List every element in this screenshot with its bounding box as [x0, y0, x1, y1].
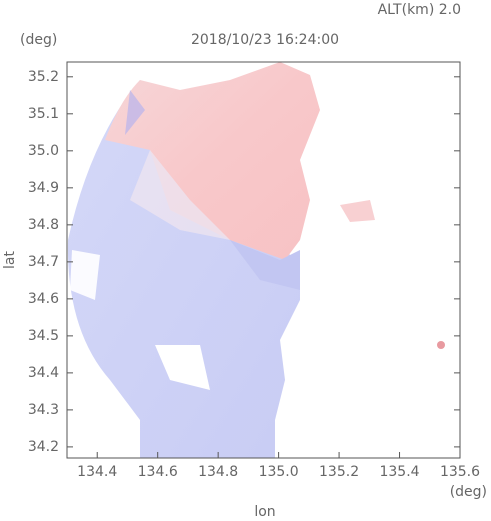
y-tick-label: 35.0	[28, 143, 59, 159]
x-tick-label: 134.6	[138, 464, 178, 480]
y-tick-label: 34.7	[28, 254, 59, 270]
x-unit: (deg)	[450, 484, 487, 500]
x-tick-label: 135.4	[379, 464, 419, 480]
y-tick-label: 34.8	[28, 217, 59, 233]
y-tick-label: 34.3	[28, 402, 59, 418]
y-unit: (deg)	[20, 32, 57, 48]
plot-frame	[66, 61, 461, 459]
x-tick-label: 134.8	[198, 464, 238, 480]
y-tick-label: 34.2	[28, 439, 59, 455]
x-tick-label: 135.6	[440, 464, 480, 480]
x-axis-label: lon	[254, 504, 275, 520]
y-tick-label: 35.2	[28, 69, 59, 85]
y-tick-label: 34.4	[28, 365, 59, 381]
subtitle: ALT(km) 2.0	[378, 2, 461, 18]
y-axis-label: lat	[2, 251, 18, 269]
y-tick-label: 34.5	[28, 328, 59, 344]
x-tick-label: 134.4	[77, 464, 117, 480]
y-tick-label: 34.9	[28, 180, 59, 196]
chart-title: 2018/10/23 16:24:00	[191, 32, 339, 48]
velocity-field	[67, 62, 445, 458]
y-tick-label: 35.1	[28, 106, 59, 122]
x-tick-label: 135.2	[319, 464, 359, 480]
y-tick-label: 34.6	[28, 291, 59, 307]
x-tick-label: 135.0	[259, 464, 299, 480]
